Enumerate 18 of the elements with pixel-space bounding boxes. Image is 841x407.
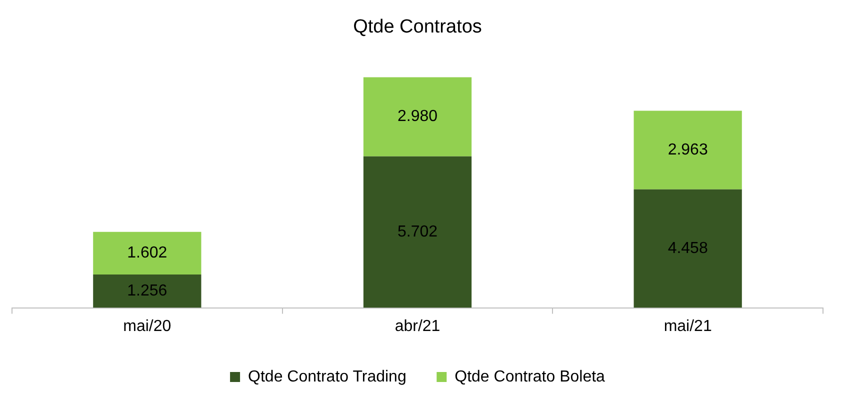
x-tick-label: mai/20 [123,318,172,335]
bar [363,156,472,308]
chart-title: Qtde Contratos [353,16,482,38]
data-label: 5.702 [397,223,438,240]
x-tick-label: mai/21 [664,318,712,335]
data-label: 1.256 [127,282,168,300]
x-tick-label: abr/21 [394,318,440,335]
legend-label: Qtde Contrato Boleta [454,368,606,386]
bar [634,110,742,190]
bar [93,232,202,274]
data-label: 2.980 [397,108,438,126]
data-label: 2.963 [668,141,708,158]
bar [363,77,472,156]
bar [634,189,742,308]
legend-label: Qtde Contrato Trading [248,368,406,386]
data-label: 4.458 [668,240,708,258]
bar [93,274,202,308]
data-label: 1.602 [127,244,168,262]
